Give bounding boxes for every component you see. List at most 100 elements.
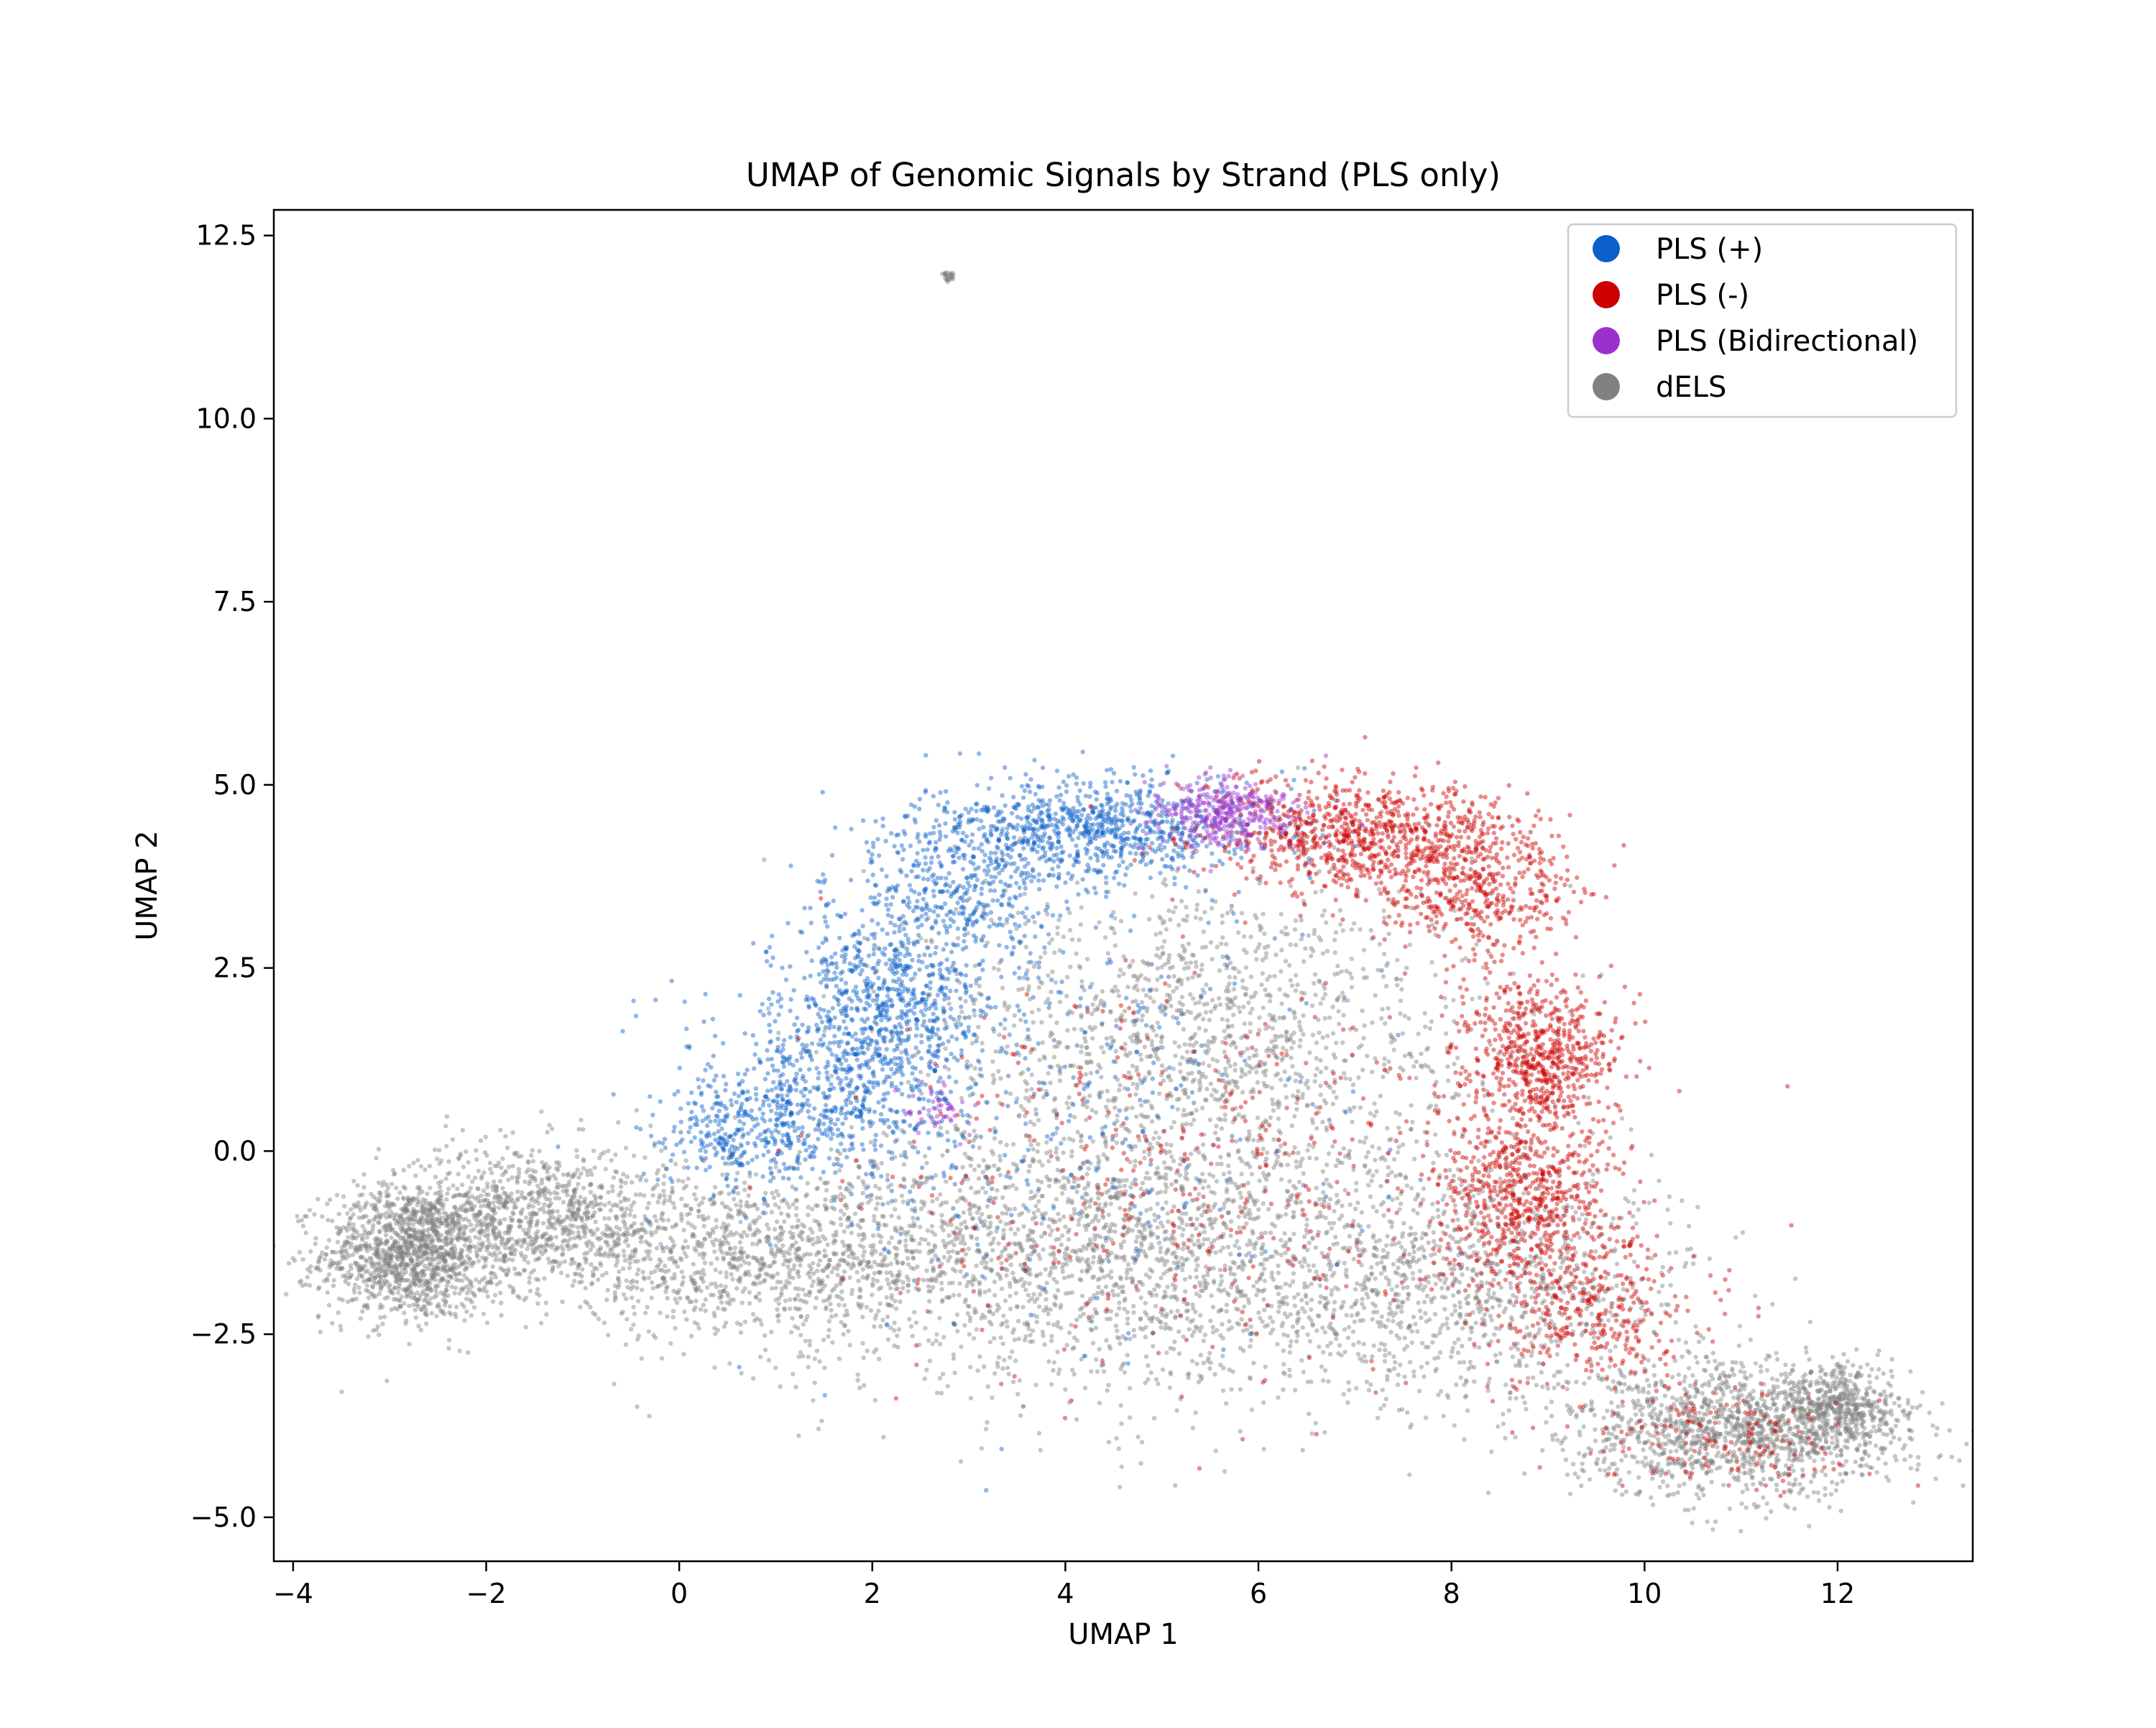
data-point bbox=[1112, 984, 1118, 990]
data-point bbox=[844, 1186, 849, 1191]
data-point bbox=[1021, 1404, 1026, 1409]
data-point bbox=[448, 1247, 453, 1252]
data-point bbox=[805, 1181, 811, 1186]
data-point bbox=[975, 1210, 980, 1215]
data-point bbox=[453, 1265, 459, 1271]
data-point bbox=[413, 1270, 418, 1275]
data-point bbox=[612, 1290, 617, 1295]
data-point bbox=[647, 1413, 652, 1419]
data-point bbox=[820, 1234, 826, 1239]
data-point bbox=[364, 1287, 369, 1293]
data-point bbox=[525, 1260, 531, 1265]
data-point bbox=[422, 1272, 427, 1277]
data-point bbox=[382, 1273, 387, 1279]
data-point bbox=[318, 1267, 323, 1273]
data-point bbox=[685, 1203, 690, 1208]
data-point bbox=[572, 1195, 577, 1200]
data-point bbox=[461, 1203, 466, 1208]
data-point bbox=[550, 1259, 556, 1264]
data-point bbox=[336, 1310, 341, 1315]
data-point bbox=[790, 1243, 796, 1249]
data-point bbox=[436, 1199, 441, 1205]
data-point bbox=[423, 1292, 428, 1297]
data-point bbox=[401, 1167, 406, 1173]
data-point bbox=[320, 1214, 325, 1219]
data-point bbox=[438, 1246, 443, 1251]
data-point bbox=[700, 1213, 706, 1218]
data-point bbox=[661, 1181, 666, 1187]
data-point bbox=[796, 1218, 801, 1223]
data-point bbox=[1229, 1387, 1234, 1392]
data-point bbox=[675, 1264, 681, 1269]
data-point bbox=[446, 1172, 451, 1177]
data-point bbox=[981, 1364, 987, 1369]
data-point bbox=[1193, 960, 1199, 965]
data-point bbox=[642, 1155, 648, 1160]
data-point bbox=[835, 1272, 840, 1278]
data-point bbox=[1171, 1158, 1176, 1164]
data-point bbox=[459, 1205, 464, 1210]
data-point bbox=[717, 1290, 722, 1295]
data-point bbox=[950, 1249, 955, 1254]
data-point bbox=[457, 1192, 462, 1198]
data-point bbox=[655, 1182, 660, 1187]
data-point bbox=[464, 1149, 469, 1154]
data-point bbox=[370, 1292, 375, 1297]
data-point bbox=[1097, 1400, 1102, 1406]
data-point bbox=[846, 1328, 851, 1334]
data-point bbox=[720, 1172, 725, 1177]
data-point bbox=[286, 1261, 292, 1266]
data-point bbox=[979, 1261, 985, 1266]
data-point bbox=[429, 1261, 434, 1267]
data-point bbox=[359, 1267, 364, 1272]
data-point bbox=[771, 1195, 777, 1200]
data-point bbox=[1158, 1039, 1164, 1044]
data-point bbox=[425, 1266, 430, 1272]
data-point bbox=[606, 1148, 611, 1154]
data-point bbox=[1343, 1075, 1348, 1081]
data-point bbox=[1349, 975, 1355, 980]
data-point bbox=[1303, 946, 1308, 951]
data-point bbox=[400, 1267, 405, 1272]
data-point bbox=[958, 1459, 964, 1464]
data-point bbox=[494, 1282, 499, 1287]
data-point bbox=[386, 1192, 392, 1198]
data-point bbox=[446, 1223, 451, 1229]
data-point bbox=[940, 1153, 945, 1158]
data-point bbox=[640, 1269, 645, 1274]
data-point bbox=[1227, 1267, 1233, 1272]
data-point bbox=[875, 1201, 880, 1206]
data-point bbox=[588, 1190, 594, 1195]
data-point bbox=[979, 1212, 985, 1217]
data-point bbox=[407, 1164, 412, 1169]
data-point bbox=[721, 1256, 726, 1262]
data-point bbox=[351, 1252, 356, 1257]
data-point bbox=[381, 1225, 386, 1230]
data-point bbox=[443, 1249, 448, 1254]
data-point bbox=[439, 1215, 444, 1221]
data-point bbox=[1153, 932, 1158, 937]
data-point bbox=[515, 1154, 521, 1159]
data-point bbox=[582, 1256, 587, 1261]
data-point bbox=[692, 1246, 697, 1251]
data-point bbox=[1350, 1119, 1355, 1125]
data-point bbox=[453, 1205, 458, 1210]
data-point bbox=[459, 1247, 464, 1252]
data-point bbox=[695, 1269, 700, 1275]
data-point bbox=[449, 1268, 454, 1273]
data-point bbox=[443, 1299, 448, 1304]
data-point bbox=[613, 1295, 618, 1301]
data-point bbox=[409, 1244, 414, 1249]
data-point bbox=[989, 917, 994, 923]
data-point bbox=[411, 1246, 416, 1251]
data-point bbox=[837, 1302, 842, 1308]
data-point bbox=[738, 1233, 743, 1238]
data-point bbox=[653, 1229, 658, 1235]
data-point bbox=[711, 1310, 717, 1316]
data-point bbox=[766, 1358, 772, 1363]
data-point bbox=[972, 1066, 977, 1071]
data-point bbox=[1026, 1326, 1031, 1331]
data-point bbox=[415, 1304, 420, 1309]
data-point bbox=[497, 1250, 502, 1256]
data-point bbox=[1079, 1044, 1084, 1049]
